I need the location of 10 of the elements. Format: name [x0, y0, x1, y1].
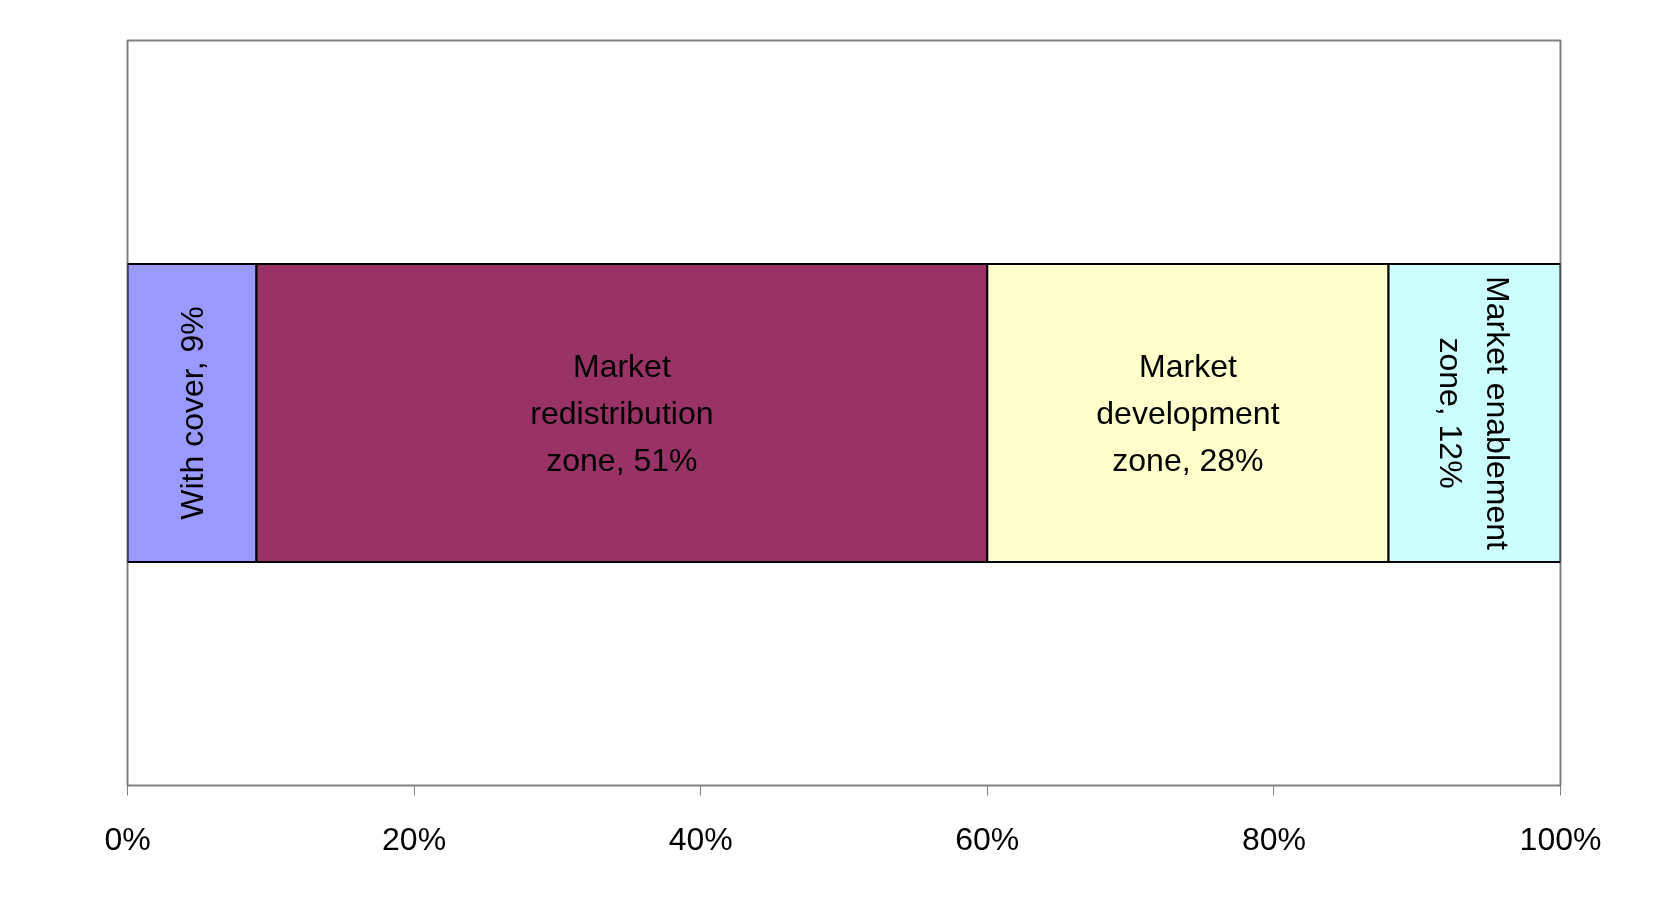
data-label: With cover, 9% — [173, 306, 210, 520]
x-tick-label: 0% — [104, 820, 151, 857]
data-label: Market redistribution zone, 51% — [530, 348, 714, 478]
data-label: Market development zone, 28% — [1096, 348, 1280, 478]
x-tick-label: 60% — [955, 820, 1020, 857]
x-tick-label: 20% — [382, 820, 447, 857]
x-tick-label: 100% — [1519, 820, 1602, 857]
x-tick-label: 40% — [668, 820, 733, 857]
x-tick-label: 80% — [1241, 820, 1306, 857]
data-label: Market enablement zone, 12% — [1433, 276, 1516, 551]
